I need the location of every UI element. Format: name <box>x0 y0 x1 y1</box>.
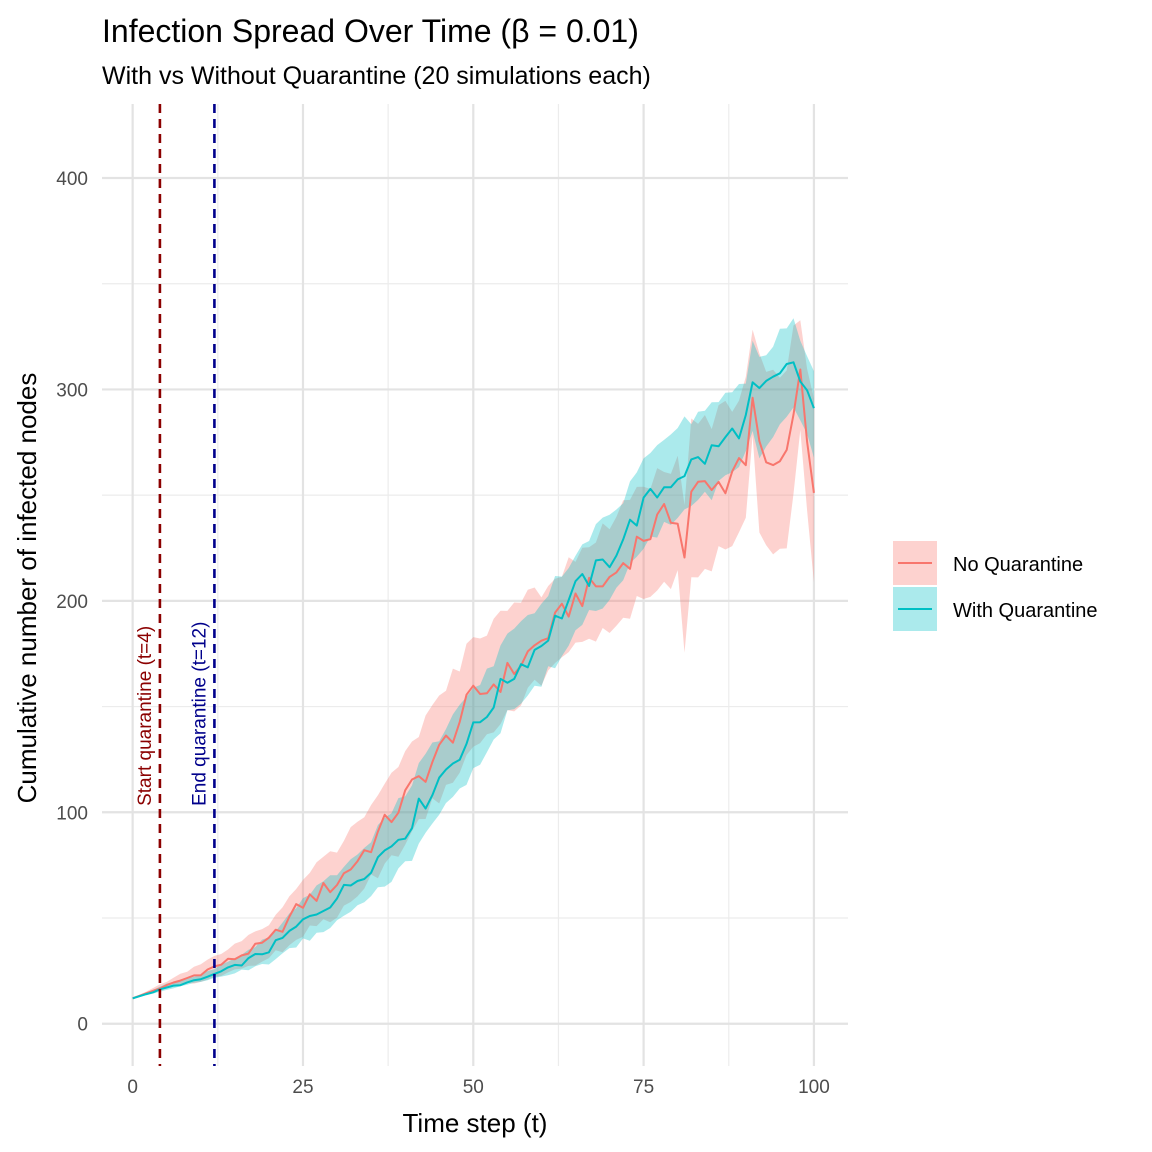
band-with-quarantine <box>132 318 814 1000</box>
y-tick-label-0: 0 <box>77 1015 88 1036</box>
series-lines <box>132 361 815 1000</box>
x-tick-label-50: 50 <box>463 1077 484 1098</box>
chart-subtitle: With vs Without Quarantine (20 simulatio… <box>102 62 651 90</box>
x-axis-title: Time step (t) <box>403 1108 548 1138</box>
x-tick-label-100: 100 <box>798 1077 830 1098</box>
legend-label-with-quarantine: With Quarantine <box>953 600 1098 622</box>
plot-grid <box>102 104 848 1066</box>
y-tick-label-200: 200 <box>56 592 88 613</box>
chart-title: Infection Spread Over Time (β = 0.01) <box>102 13 639 49</box>
y-tick-label-100: 100 <box>56 803 88 824</box>
legend-label-no-quarantine: No Quarantine <box>953 554 1083 576</box>
y-tick-label-400: 400 <box>56 169 88 190</box>
quarantine-label-t4: Start quarantine (t=4) <box>135 626 156 806</box>
x-tick-label-75: 75 <box>633 1077 654 1098</box>
x-tick-label-25: 25 <box>292 1077 313 1098</box>
quarantine-markers: Start quarantine (t=4) End quarantine (t=… <box>135 104 216 1066</box>
y-axis-title: Cumulative number of infected nodes <box>12 373 42 804</box>
y-tick-label-300: 300 <box>56 380 88 401</box>
band-no-quarantine <box>132 320 814 1000</box>
quarantine-label-t12: End quarantine (t=12) <box>189 622 210 806</box>
series-line-no-quarantine <box>132 368 815 1000</box>
legend: No Quarantine With Quarantine <box>893 541 1098 631</box>
axis-tick-labels: 0 25 50 75 100 0 100 200 300 400 <box>56 169 829 1098</box>
x-tick-label-0: 0 <box>127 1077 138 1098</box>
series-line-with-quarantine <box>132 361 815 1000</box>
confidence-bands <box>132 318 814 1000</box>
